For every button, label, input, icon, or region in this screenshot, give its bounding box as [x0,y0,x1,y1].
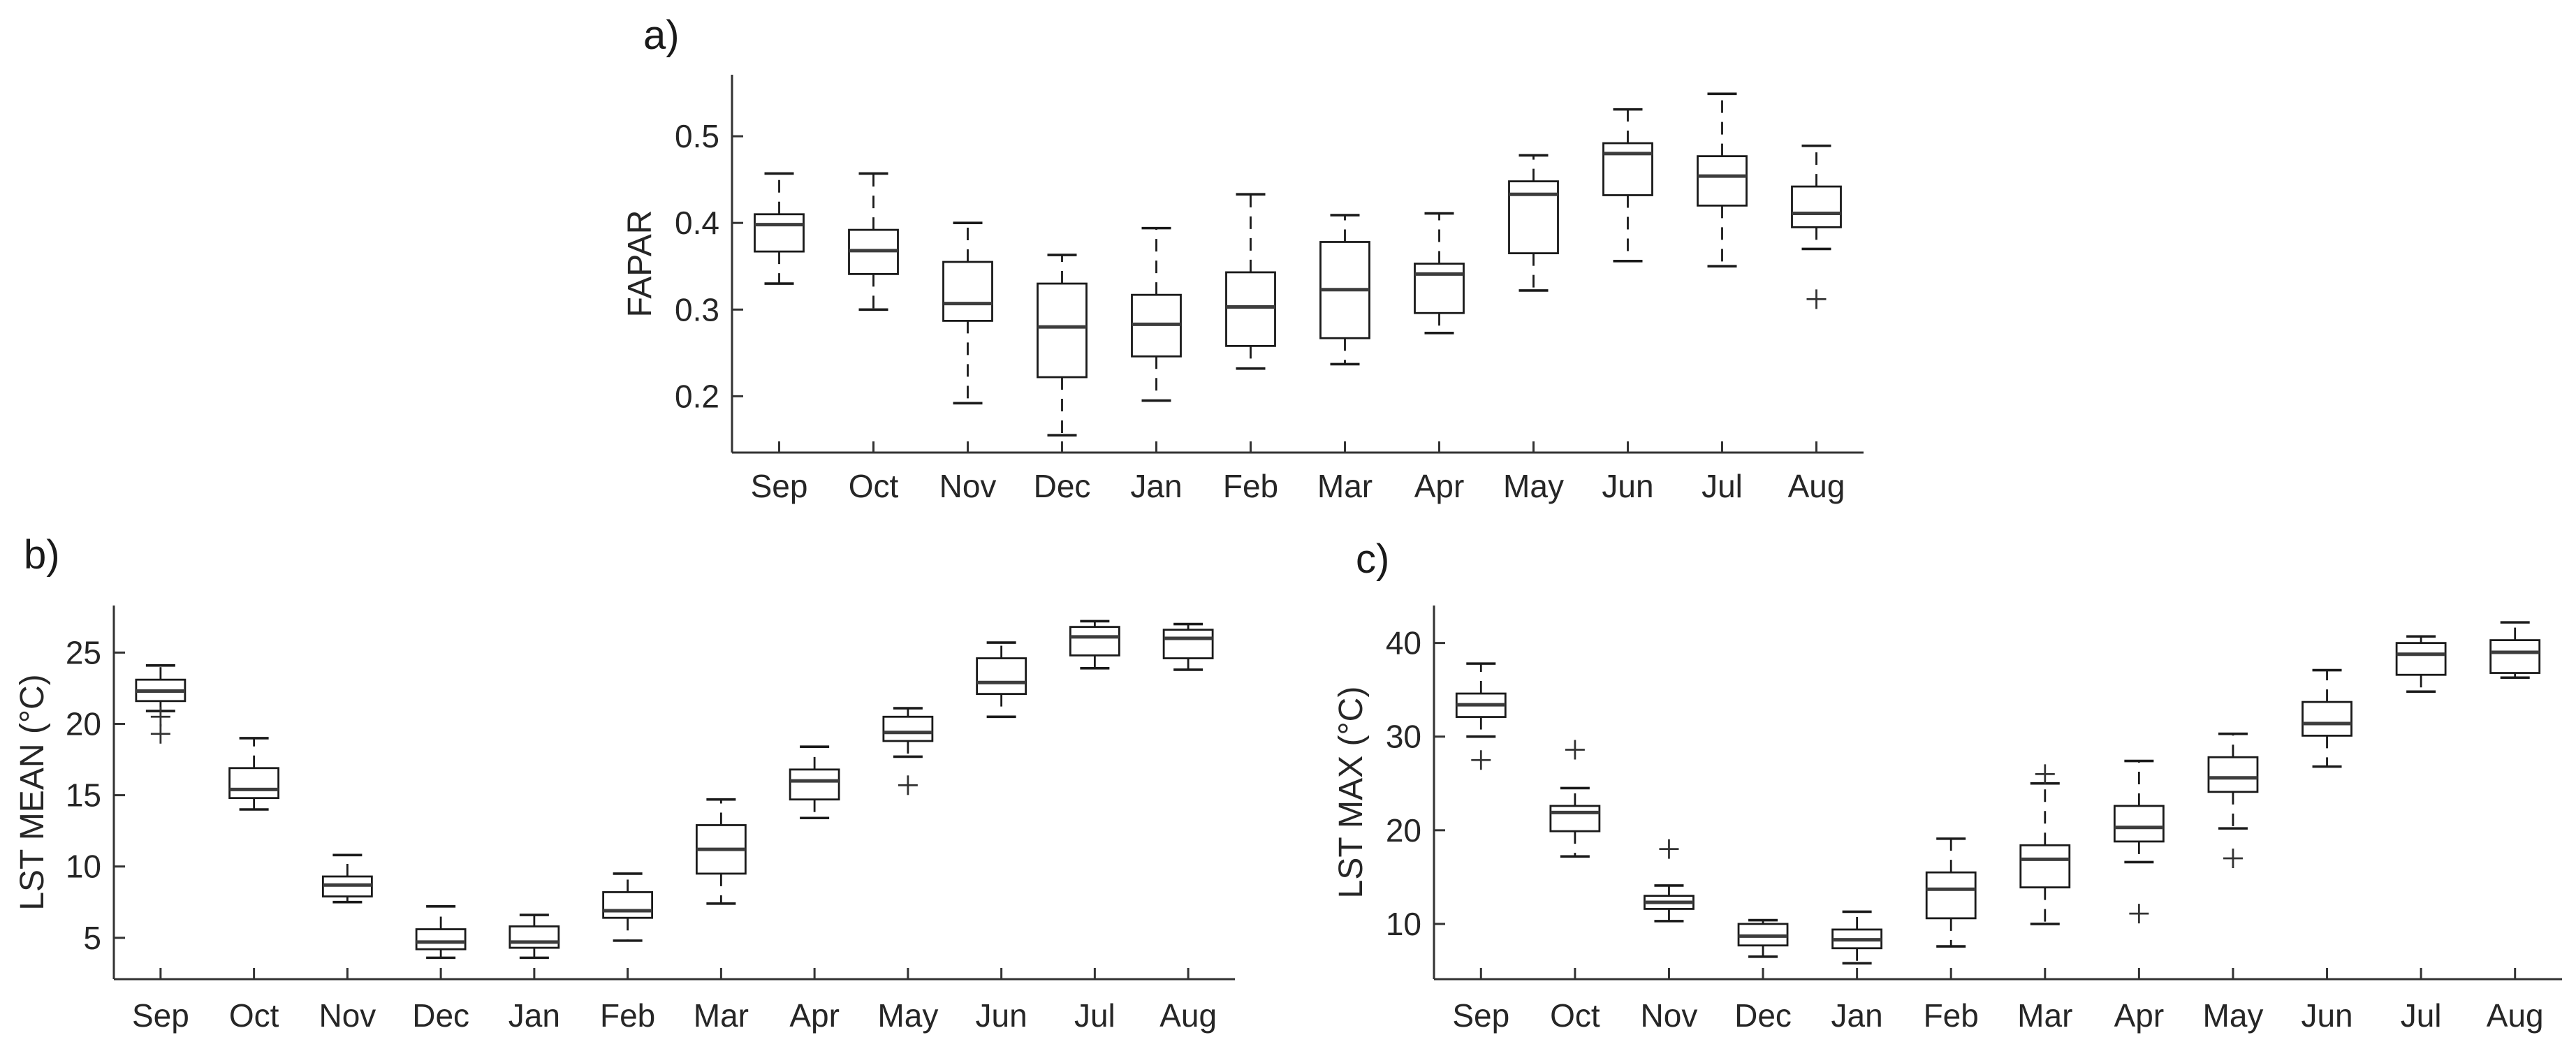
x-tick-label-a-Jul: Jul [1702,468,1743,504]
box-b-Feb [602,891,654,919]
x-tick-label-c-Aug: Aug [2487,997,2544,1034]
x-tick-label-a-Nov: Nov [939,468,997,504]
x-tick-label-b-Jul: Jul [1074,997,1115,1034]
y-tick-label-c-30: 30 [1386,719,1421,755]
y-axis-label-b: LST MEAN (°C) [14,674,51,910]
x-tick-label-b-Dec: Dec [412,997,469,1034]
box-a-Feb [1225,271,1276,347]
box-c-Apr [2113,805,2165,843]
x-tick-label-c-Sep: Sep [1452,997,1509,1034]
x-tick-label-b-Apr: Apr [789,997,840,1034]
x-tick-label-c-Jan: Jan [1831,997,1883,1034]
box-b-Aug [1162,629,1214,659]
y-tick-label-c-40: 40 [1386,625,1421,661]
box-a-Dec [1037,282,1088,379]
box-a-Aug [1791,185,1842,228]
box-a-Jul [1697,155,1748,207]
box-b-Apr [789,768,840,801]
y-tick-label-a-0.2: 0.2 [675,378,719,414]
y-tick-label-a-0.3: 0.3 [675,291,719,328]
x-tick-label-a-Feb: Feb [1223,468,1278,504]
x-tick-label-b-Feb: Feb [600,997,655,1034]
box-b-Jul [1069,626,1120,656]
x-tick-label-b-Sep: Sep [132,997,189,1034]
x-tick-label-b-Jun: Jun [976,997,1027,1034]
x-tick-label-a-Jan: Jan [1130,468,1182,504]
x-tick-label-c-May: May [2203,997,2264,1034]
x-tick-label-b-Nov: Nov [319,997,376,1034]
box-b-Oct [228,767,280,800]
box-c-Oct [1549,805,1601,832]
box-c-Aug [2489,639,2541,674]
x-tick-label-b-Mar: Mar [694,997,749,1034]
box-c-Feb [1925,871,1977,920]
box-c-Mar [2019,844,2071,888]
x-tick-label-c-Oct: Oct [1550,997,1600,1034]
x-tick-label-b-May: May [877,997,938,1034]
x-tick-label-c-Mar: Mar [2017,997,2072,1034]
y-tick-label-b-15: 15 [66,777,101,814]
box-c-Jul [2395,642,2447,676]
box-a-May [1508,180,1559,255]
x-tick-label-b-Aug: Aug [1159,997,1217,1034]
y-tick-label-c-20: 20 [1386,812,1421,849]
box-b-Dec [415,928,467,951]
y-tick-label-b-10: 10 [66,849,101,885]
box-b-Jun [976,657,1027,696]
box-c-May [2207,756,2259,793]
x-tick-label-c-Feb: Feb [1924,997,1979,1034]
box-a-Jun [1602,142,1653,196]
box-a-Apr [1414,263,1465,314]
x-tick-label-b-Oct: Oct [229,997,279,1034]
x-tick-label-a-May: May [1503,468,1564,504]
x-tick-label-c-Apr: Apr [2114,997,2165,1034]
panel-label-c: c) [1356,536,1390,582]
x-tick-label-a-Aug: Aug [1788,468,1845,504]
y-axis-label-a: FAPAR [622,210,659,318]
x-tick-label-c-Jul: Jul [2401,997,2442,1034]
y-tick-label-b-20: 20 [66,705,101,742]
x-tick-label-a-Jun: Jun [1602,468,1653,504]
y-tick-label-c-10: 10 [1386,906,1421,942]
x-tick-label-c-Dec: Dec [1734,997,1792,1034]
x-tick-label-a-Oct: Oct [849,468,899,504]
x-tick-label-c-Nov: Nov [1641,997,1698,1034]
x-tick-label-a-Sep: Sep [751,468,808,504]
panel-label-a: a) [643,13,680,58]
panel-label-b: b) [24,532,60,578]
box-b-Jan [508,925,560,949]
y-axis-label-c: LST MAX (°C) [1333,687,1370,899]
box-c-Jun [2301,700,2352,737]
y-tick-label-b-25: 25 [66,634,101,670]
x-tick-label-a-Apr: Apr [1414,468,1465,504]
x-tick-label-a-Dec: Dec [1034,468,1091,504]
x-tick-label-a-Mar: Mar [1317,468,1373,504]
y-tick-label-a-0.4: 0.4 [675,205,719,241]
x-tick-label-c-Jun: Jun [2301,997,2352,1034]
y-tick-label-a-0.5: 0.5 [675,118,719,154]
x-tick-label-b-Jan: Jan [508,997,560,1034]
box-a-Nov [942,261,993,322]
y-tick-label-b-5: 5 [83,920,101,956]
box-a-Sep [754,213,805,253]
box-b-May [882,715,934,742]
